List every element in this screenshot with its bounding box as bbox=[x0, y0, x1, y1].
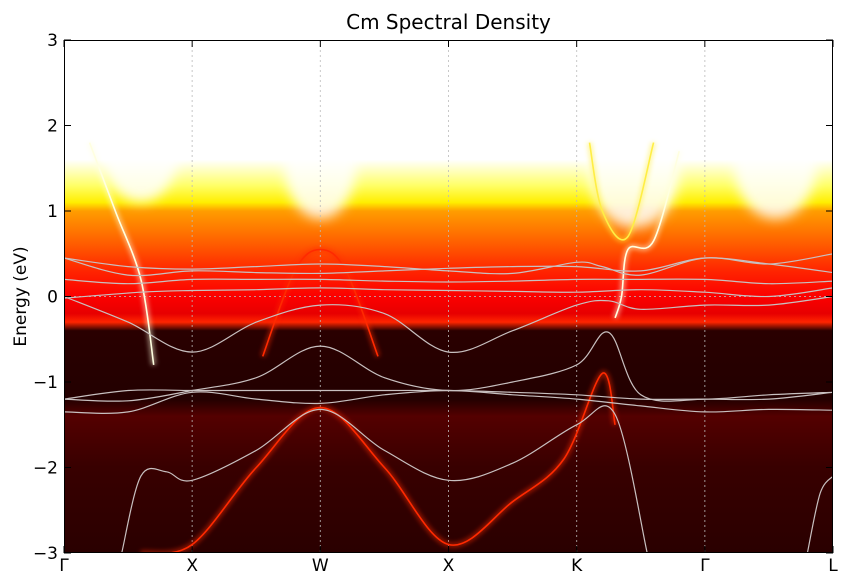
lda-bands bbox=[64, 253, 833, 553]
lda-band-line bbox=[121, 405, 648, 553]
lda-band-line bbox=[64, 295, 833, 353]
y-tick-labels: −3 −2 −1 0 1 2 3 bbox=[33, 31, 58, 564]
x-tick-label: Γ bbox=[59, 556, 69, 576]
quasiparticle-bands bbox=[87, 141, 682, 553]
y-tick-label: −2 bbox=[33, 459, 58, 479]
quasiparticle-band bbox=[88, 142, 155, 366]
quasiparticle-band bbox=[261, 248, 379, 357]
y-tick-label: −3 bbox=[33, 544, 58, 564]
x-tick-label: L bbox=[828, 556, 838, 576]
y-tick-label: 1 bbox=[47, 202, 58, 222]
chart-title: Cm Spectral Density bbox=[346, 10, 551, 34]
y-axis-label: Energy (eV) bbox=[11, 246, 31, 346]
quasiparticle-band bbox=[140, 372, 616, 553]
y-tick-label: 3 bbox=[47, 31, 58, 51]
x-tick-label: X bbox=[186, 556, 198, 576]
lda-band-line bbox=[806, 475, 833, 553]
spectral-features bbox=[102, 91, 817, 228]
gridlines bbox=[64, 40, 833, 553]
y-tick-label: 0 bbox=[47, 288, 58, 308]
y-tick-label: 2 bbox=[47, 117, 58, 137]
lda-band-line bbox=[64, 253, 833, 276]
x-tick-label: K bbox=[571, 556, 583, 576]
lda-band-line bbox=[64, 389, 833, 414]
y-tick-label: −1 bbox=[33, 373, 58, 393]
spectral-dip bbox=[589, 117, 680, 228]
quasiparticle-band bbox=[588, 142, 655, 241]
lda-band-line bbox=[64, 278, 833, 285]
spectral-dip bbox=[734, 108, 817, 219]
spectral-dip bbox=[284, 108, 357, 219]
x-tick-label: Γ bbox=[700, 556, 710, 576]
spectral-dip bbox=[102, 91, 180, 202]
x-tick-label: W bbox=[312, 556, 329, 576]
axis-ticks bbox=[63, 39, 834, 554]
x-tick-label: X bbox=[443, 556, 455, 576]
plot-area bbox=[63, 39, 834, 554]
lda-band-line bbox=[64, 287, 833, 299]
